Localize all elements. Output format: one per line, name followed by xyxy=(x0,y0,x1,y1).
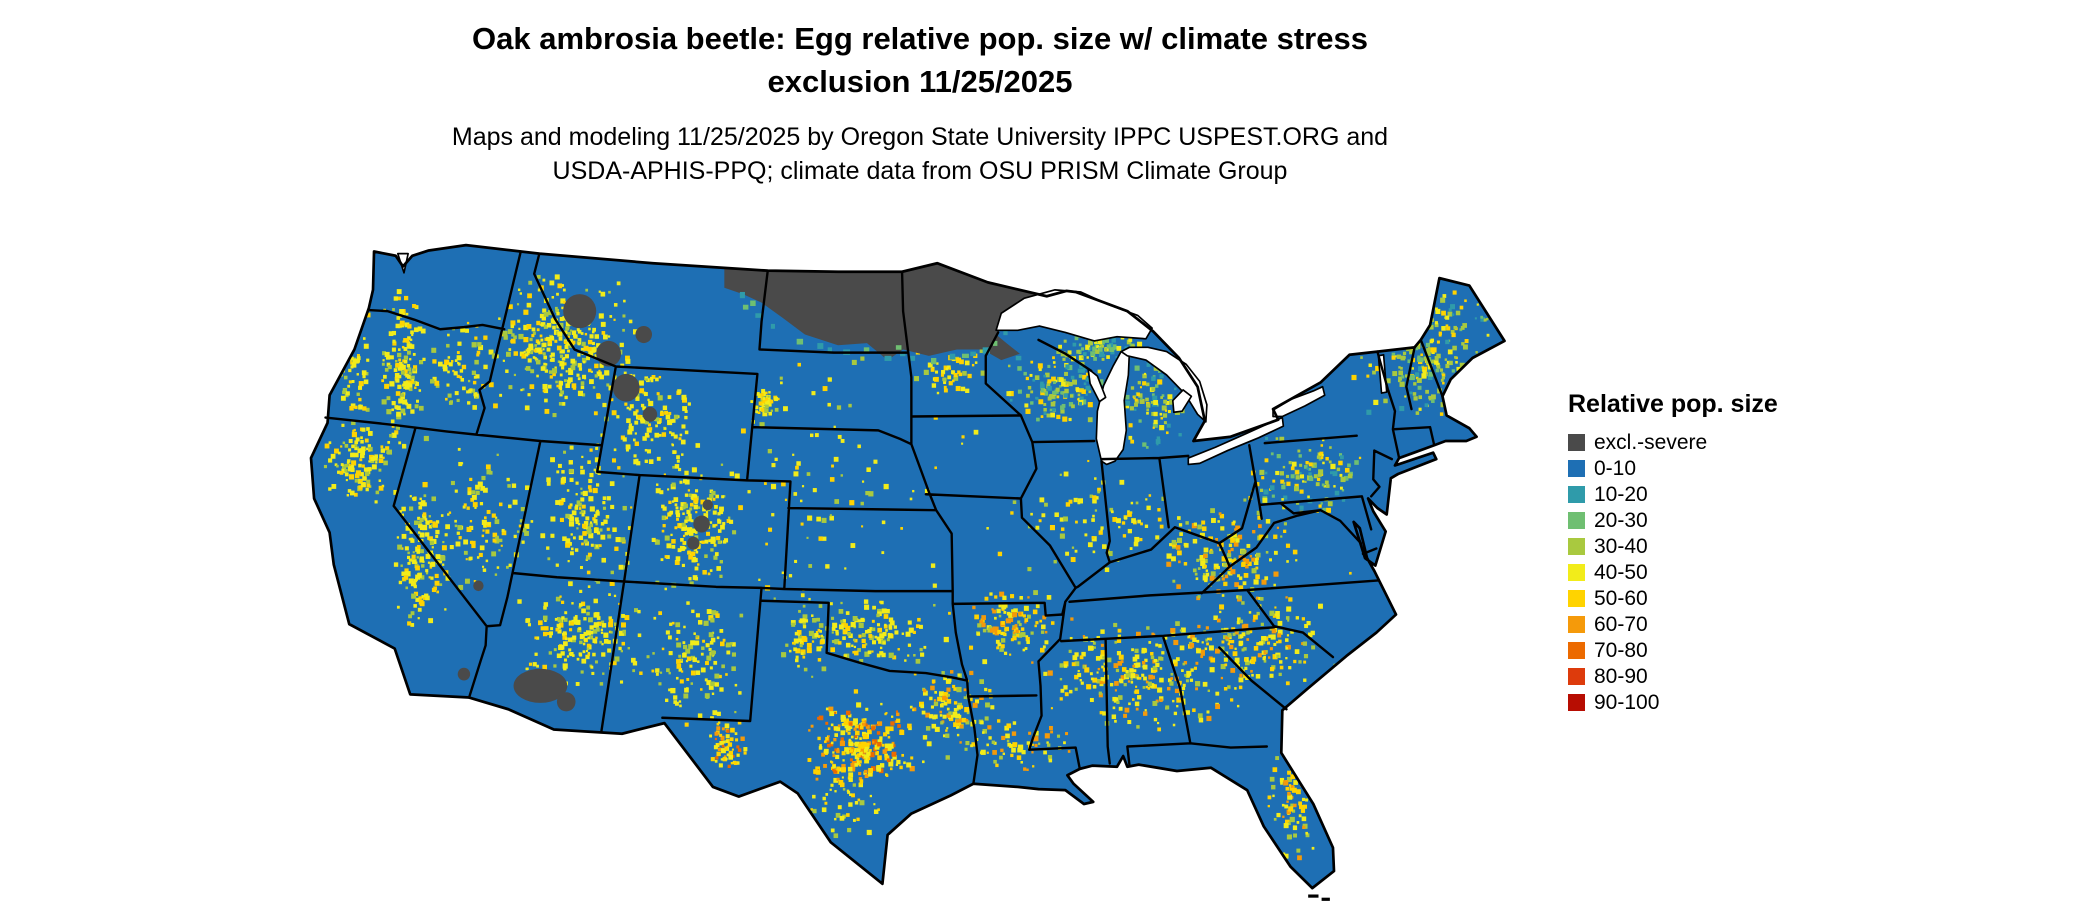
legend-label: 90-100 xyxy=(1594,690,1660,714)
legend-swatch xyxy=(1568,537,1585,555)
legend-item: 70-80 xyxy=(1568,638,1868,662)
great-lakes xyxy=(396,252,1388,466)
legend-label: 60-70 xyxy=(1594,612,1648,636)
legend-item: 10-20 xyxy=(1568,482,1868,506)
legend-swatch xyxy=(1568,615,1585,633)
us-map xyxy=(280,243,1520,903)
legend-swatch xyxy=(1568,693,1585,711)
us-map-svg xyxy=(309,243,1506,901)
legend-label: 20-30 xyxy=(1594,508,1648,532)
page-header: Oak ambrosia beetle: Egg relative pop. s… xyxy=(0,18,1840,189)
lake-superior xyxy=(995,288,1153,342)
page-subtitle-line2: USDA-APHIS-PPQ; climate data from OSU PR… xyxy=(552,157,1288,186)
exclusion-blob xyxy=(687,536,700,550)
us-outline xyxy=(309,243,1506,890)
lake-erie xyxy=(1187,416,1285,466)
legend-item: 80-90 xyxy=(1568,664,1868,688)
legend-label: excl.-severe xyxy=(1594,430,1708,454)
legend-swatch xyxy=(1568,589,1585,607)
legend-swatch xyxy=(1568,485,1585,503)
exclusion-blob xyxy=(702,499,713,511)
legend-label: 0-10 xyxy=(1594,456,1637,480)
green-bay xyxy=(1087,367,1107,403)
legend-item: 20-30 xyxy=(1568,508,1868,532)
legend-label: 30-40 xyxy=(1594,534,1648,558)
legend-item: excl.-severe xyxy=(1568,430,1868,454)
legend-label: 40-50 xyxy=(1594,560,1648,584)
exclusion-blob xyxy=(635,326,652,344)
page-title-line1: Oak ambrosia beetle: Egg relative pop. s… xyxy=(472,21,1368,56)
saginaw-bay xyxy=(1171,389,1193,414)
exclusion-blob xyxy=(556,692,576,712)
legend: Relative pop. size excl.-severe 0-10 10-20… xyxy=(1568,390,1868,719)
legend-item: 0-10 xyxy=(1568,456,1868,480)
page-title-line2: exclusion 11/25/2025 xyxy=(767,63,1073,99)
exclusion-blob xyxy=(612,373,640,402)
legend-label: 80-90 xyxy=(1594,664,1648,688)
exclusion-blob xyxy=(642,406,658,422)
page-subtitle-line1: Maps and modeling 11/25/2025 by Oregon S… xyxy=(451,122,1389,151)
exclusion-blob xyxy=(513,668,568,703)
legend-item: 60-70 xyxy=(1568,612,1868,636)
legend-swatch xyxy=(1568,563,1585,581)
florida-keys xyxy=(1308,894,1330,901)
page-subtitle: Maps and modeling 11/25/2025 by Oregon S… xyxy=(0,120,1840,189)
legend-swatch xyxy=(1568,433,1585,451)
legend-item: 40-50 xyxy=(1568,560,1868,584)
legend-item: 90-100 xyxy=(1568,690,1868,714)
legend-label: 10-20 xyxy=(1594,482,1648,506)
exclusion-blob xyxy=(563,294,597,329)
legend-swatch xyxy=(1568,511,1585,529)
legend-label: 70-80 xyxy=(1594,638,1648,662)
exclusion-blob xyxy=(473,580,484,592)
legend-items: excl.-severe 0-10 10-20 20-30 30-40 40-50 50-6… xyxy=(1568,430,1868,714)
state-borders xyxy=(324,250,1444,785)
exclusion-blob xyxy=(693,515,710,533)
legend-item: 30-40 xyxy=(1568,534,1868,558)
legend-item: 50-60 xyxy=(1568,586,1868,610)
exclusion-blob xyxy=(457,667,471,681)
legend-swatch xyxy=(1568,667,1585,685)
legend-title: Relative pop. size xyxy=(1568,390,1778,418)
legend-swatch xyxy=(1568,459,1585,477)
legend-label: 50-60 xyxy=(1594,586,1648,610)
legend-swatch xyxy=(1568,641,1585,659)
